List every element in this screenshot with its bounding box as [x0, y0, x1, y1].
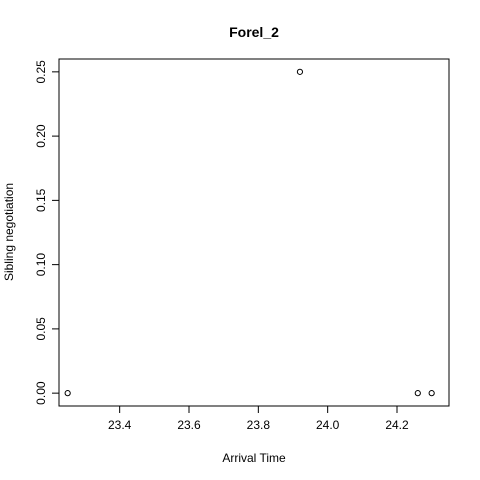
y-tick-label: 0.00	[34, 381, 48, 405]
y-tick-label: 0.20	[34, 124, 48, 148]
x-axis: 23.4 23.6 23.8 24.0 24.2	[108, 405, 409, 432]
x-tick-label: 24.0	[316, 418, 340, 432]
plot-area-frame	[58, 58, 450, 407]
y-tick-label: 0.25	[34, 60, 48, 84]
x-tick-label: 23.8	[247, 418, 271, 432]
y-tick-label: 0.05	[34, 317, 48, 341]
data-point	[296, 68, 304, 75]
data-point	[64, 390, 71, 397]
y-axis-label: Sibling negotiation	[2, 183, 16, 281]
data-point	[428, 390, 435, 397]
x-axis-label: Arrival Time	[222, 451, 286, 465]
x-tick-label: 24.2	[385, 418, 409, 432]
y-axis: 0.00 0.05 0.10 0.15 0.20 0.25	[34, 60, 60, 405]
y-tick-label: 0.10	[34, 253, 48, 277]
data-point	[414, 390, 421, 397]
x-tick-label: 23.4	[108, 418, 132, 432]
data-points	[64, 68, 435, 397]
chart-title: Forel_2	[229, 24, 279, 40]
x-tick-label: 23.6	[177, 418, 201, 432]
y-tick-label: 0.15	[34, 188, 48, 212]
